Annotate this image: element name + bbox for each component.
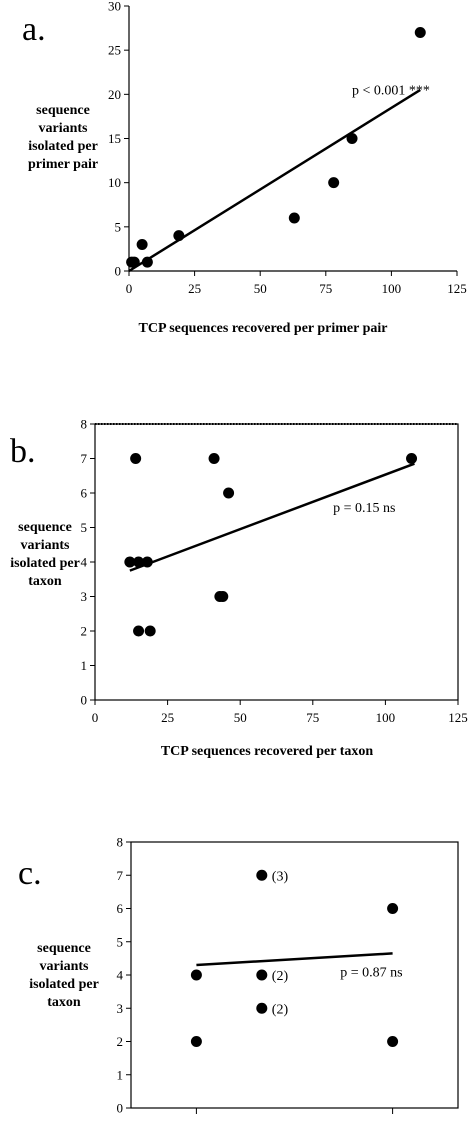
panel-a-plot: 0 5 10 15 20 25 30 0 25 50 75 100 125 xyxy=(108,0,467,296)
panel-b-ylabel-line: sequence xyxy=(18,520,72,535)
panel-b-data-point xyxy=(124,556,136,568)
panel-c-point-label: (2) xyxy=(272,1002,289,1017)
panel-a-ytick-label: 30 xyxy=(108,0,121,14)
panel-a-ytick-label: 25 xyxy=(108,43,121,58)
panel-b-data-point xyxy=(144,625,156,637)
panel-a-ylabel: sequence variants isolated per primer pair xyxy=(28,103,98,172)
panel-b-xtick-label: 0 xyxy=(92,710,99,725)
panel-b-xtick-label: 50 xyxy=(234,710,247,725)
panel-c-ylabel-line: sequence xyxy=(37,941,91,956)
panel-c-ytick-label: 5 xyxy=(117,934,124,949)
panel-b-xtick-label: 125 xyxy=(448,710,468,725)
panel-c-ytick-label: 6 xyxy=(117,901,124,916)
panel-b-ylabel-line: variants xyxy=(21,538,71,553)
panel-a-ytick-label: 20 xyxy=(108,87,121,102)
panel-b-letter: b. xyxy=(10,433,36,470)
panel-c-ylabel: sequence variants isolated per taxon xyxy=(29,941,99,1010)
panel-c-data-point xyxy=(387,1036,399,1047)
panel-a-xtick-label: 25 xyxy=(188,281,201,296)
panel-b-xtick-label: 100 xyxy=(376,710,396,725)
panel-a-data-point xyxy=(141,256,153,268)
panel-a-ylabel-line: isolated per xyxy=(28,139,98,154)
panel-b: b. sequence variants isolated per taxon TCP… xyxy=(10,417,468,760)
panel-b-data-point xyxy=(223,487,235,499)
panel-a-data-point xyxy=(414,27,426,38)
panel-c-frame xyxy=(130,841,459,1109)
panel-b-ytick-label: 1 xyxy=(81,658,88,673)
panel-c-data-point xyxy=(387,903,399,914)
panel-a-letter: a. xyxy=(22,11,46,48)
panel-a-data-point xyxy=(128,256,140,268)
panel-a-ytick-label: 10 xyxy=(108,175,121,190)
panel-b-ytick-label: 4 xyxy=(81,555,88,570)
panel-a-xtick-label: 125 xyxy=(447,281,467,296)
panel-b-ylabel: sequence variants isolated per taxon xyxy=(10,520,80,589)
panel-b-xtick-label: 75 xyxy=(306,710,319,725)
panel-b-data-point xyxy=(133,556,145,568)
panel-c-plot: 0 1 2 3 4 5 6 7 8 (3) (2) (2) xyxy=(117,835,459,1116)
panel-b-ytick-label: 2 xyxy=(81,624,88,639)
panel-a-xtick-label: 0 xyxy=(126,281,133,296)
panel-c-data-point xyxy=(190,969,202,981)
panel-b-data-point xyxy=(141,556,153,568)
panel-a-data-point xyxy=(173,230,185,242)
panel-a-ytick-label: 5 xyxy=(115,219,122,234)
panel-b-ylabel-line: taxon xyxy=(28,574,62,589)
panel-c-data-point xyxy=(256,1002,268,1014)
panel-b-data-point xyxy=(133,625,145,637)
panel-a-data-point xyxy=(328,177,340,189)
panel-c-ytick-label: 7 xyxy=(117,868,124,883)
panel-b-pvalue: p = 0.15 ns xyxy=(333,501,395,516)
panel-b-ytick-label: 6 xyxy=(81,486,88,501)
panel-b-xlabel: TCP sequences recovered per taxon xyxy=(161,744,374,759)
panel-c-data-point xyxy=(256,969,268,981)
panel-c-ytick-label: 2 xyxy=(117,1034,124,1049)
panel-c: c. sequence variants isolated per taxon p =… xyxy=(18,835,459,1116)
panel-b-ytick-label: 0 xyxy=(81,693,88,708)
panel-b-xtick-label: 25 xyxy=(161,710,174,725)
panel-c-ytick-label: 0 xyxy=(117,1101,124,1116)
panel-b-data-point xyxy=(208,453,220,464)
panel-b-data-point xyxy=(130,453,142,464)
panel-c-trend-line xyxy=(196,952,393,967)
panel-b-ylabel-line: isolated per xyxy=(10,556,80,571)
panel-a-data-point xyxy=(288,212,300,224)
panel-c-ytick-label: 3 xyxy=(117,1001,124,1016)
panel-c-point-label: (2) xyxy=(272,969,289,984)
panel-a-ytick-label: 0 xyxy=(115,264,122,279)
panel-b-ytick-label: 5 xyxy=(81,520,88,535)
panel-c-data-point xyxy=(190,1036,202,1047)
panel-a-data-point xyxy=(346,133,358,144)
panel-a-ytick-label: 15 xyxy=(108,131,121,146)
panel-a-data-point xyxy=(136,239,148,250)
panel-b-data-point xyxy=(406,453,418,464)
panel-a-ylabel-line: variants xyxy=(39,121,89,136)
panel-c-pvalue: p = 0.87 ns xyxy=(340,966,402,981)
panel-c-ylabel-line: taxon xyxy=(47,995,81,1010)
panel-b-ytick-label: 3 xyxy=(81,589,88,604)
panel-b-plot: 0 1 2 3 4 5 6 7 8 0 25 50 75 100 125 xyxy=(81,417,468,726)
panel-b-ytick-label: 8 xyxy=(81,417,88,432)
panel-c-point-label: (3) xyxy=(272,869,289,884)
panel-b-data-point xyxy=(217,591,229,602)
panel-a-ylabel-line: sequence xyxy=(36,103,90,118)
panel-c-letter: c. xyxy=(18,855,42,892)
panel-b-trend-line xyxy=(129,462,415,572)
panel-c-ytick-label: 4 xyxy=(117,968,124,983)
panel-c-ylabel-line: variants xyxy=(40,959,90,974)
panel-a-xtick-label: 75 xyxy=(319,281,332,296)
panel-a-xtick-label: 100 xyxy=(382,281,402,296)
panel-a-trend-line xyxy=(128,88,421,273)
panel-c-data-point xyxy=(256,869,268,881)
panel-c-ytick-label: 8 xyxy=(117,835,124,850)
panel-a-xtick-label: 50 xyxy=(254,281,267,296)
panel-c-ytick-label: 1 xyxy=(117,1067,124,1082)
panel-a-xlabel: TCP sequences recovered per primer pair xyxy=(139,321,388,336)
panel-a: a. sequence variants isolated per primer pa… xyxy=(22,0,467,336)
panel-c-ylabel-line: isolated per xyxy=(29,977,99,992)
panel-b-ytick-label: 7 xyxy=(81,451,88,466)
panel-a-ylabel-line: primer pair xyxy=(28,157,98,172)
